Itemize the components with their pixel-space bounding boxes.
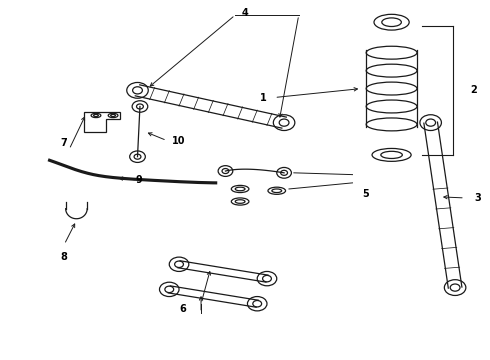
Text: 6: 6 [180,304,186,314]
Text: 3: 3 [475,193,481,203]
Text: 8: 8 [61,252,68,262]
Text: 7: 7 [61,138,68,148]
Text: 4: 4 [242,8,248,18]
Text: 2: 2 [470,85,476,95]
Text: 9: 9 [136,175,143,185]
Text: 1: 1 [260,93,267,103]
Text: 10: 10 [172,136,185,145]
Text: 5: 5 [362,189,369,199]
